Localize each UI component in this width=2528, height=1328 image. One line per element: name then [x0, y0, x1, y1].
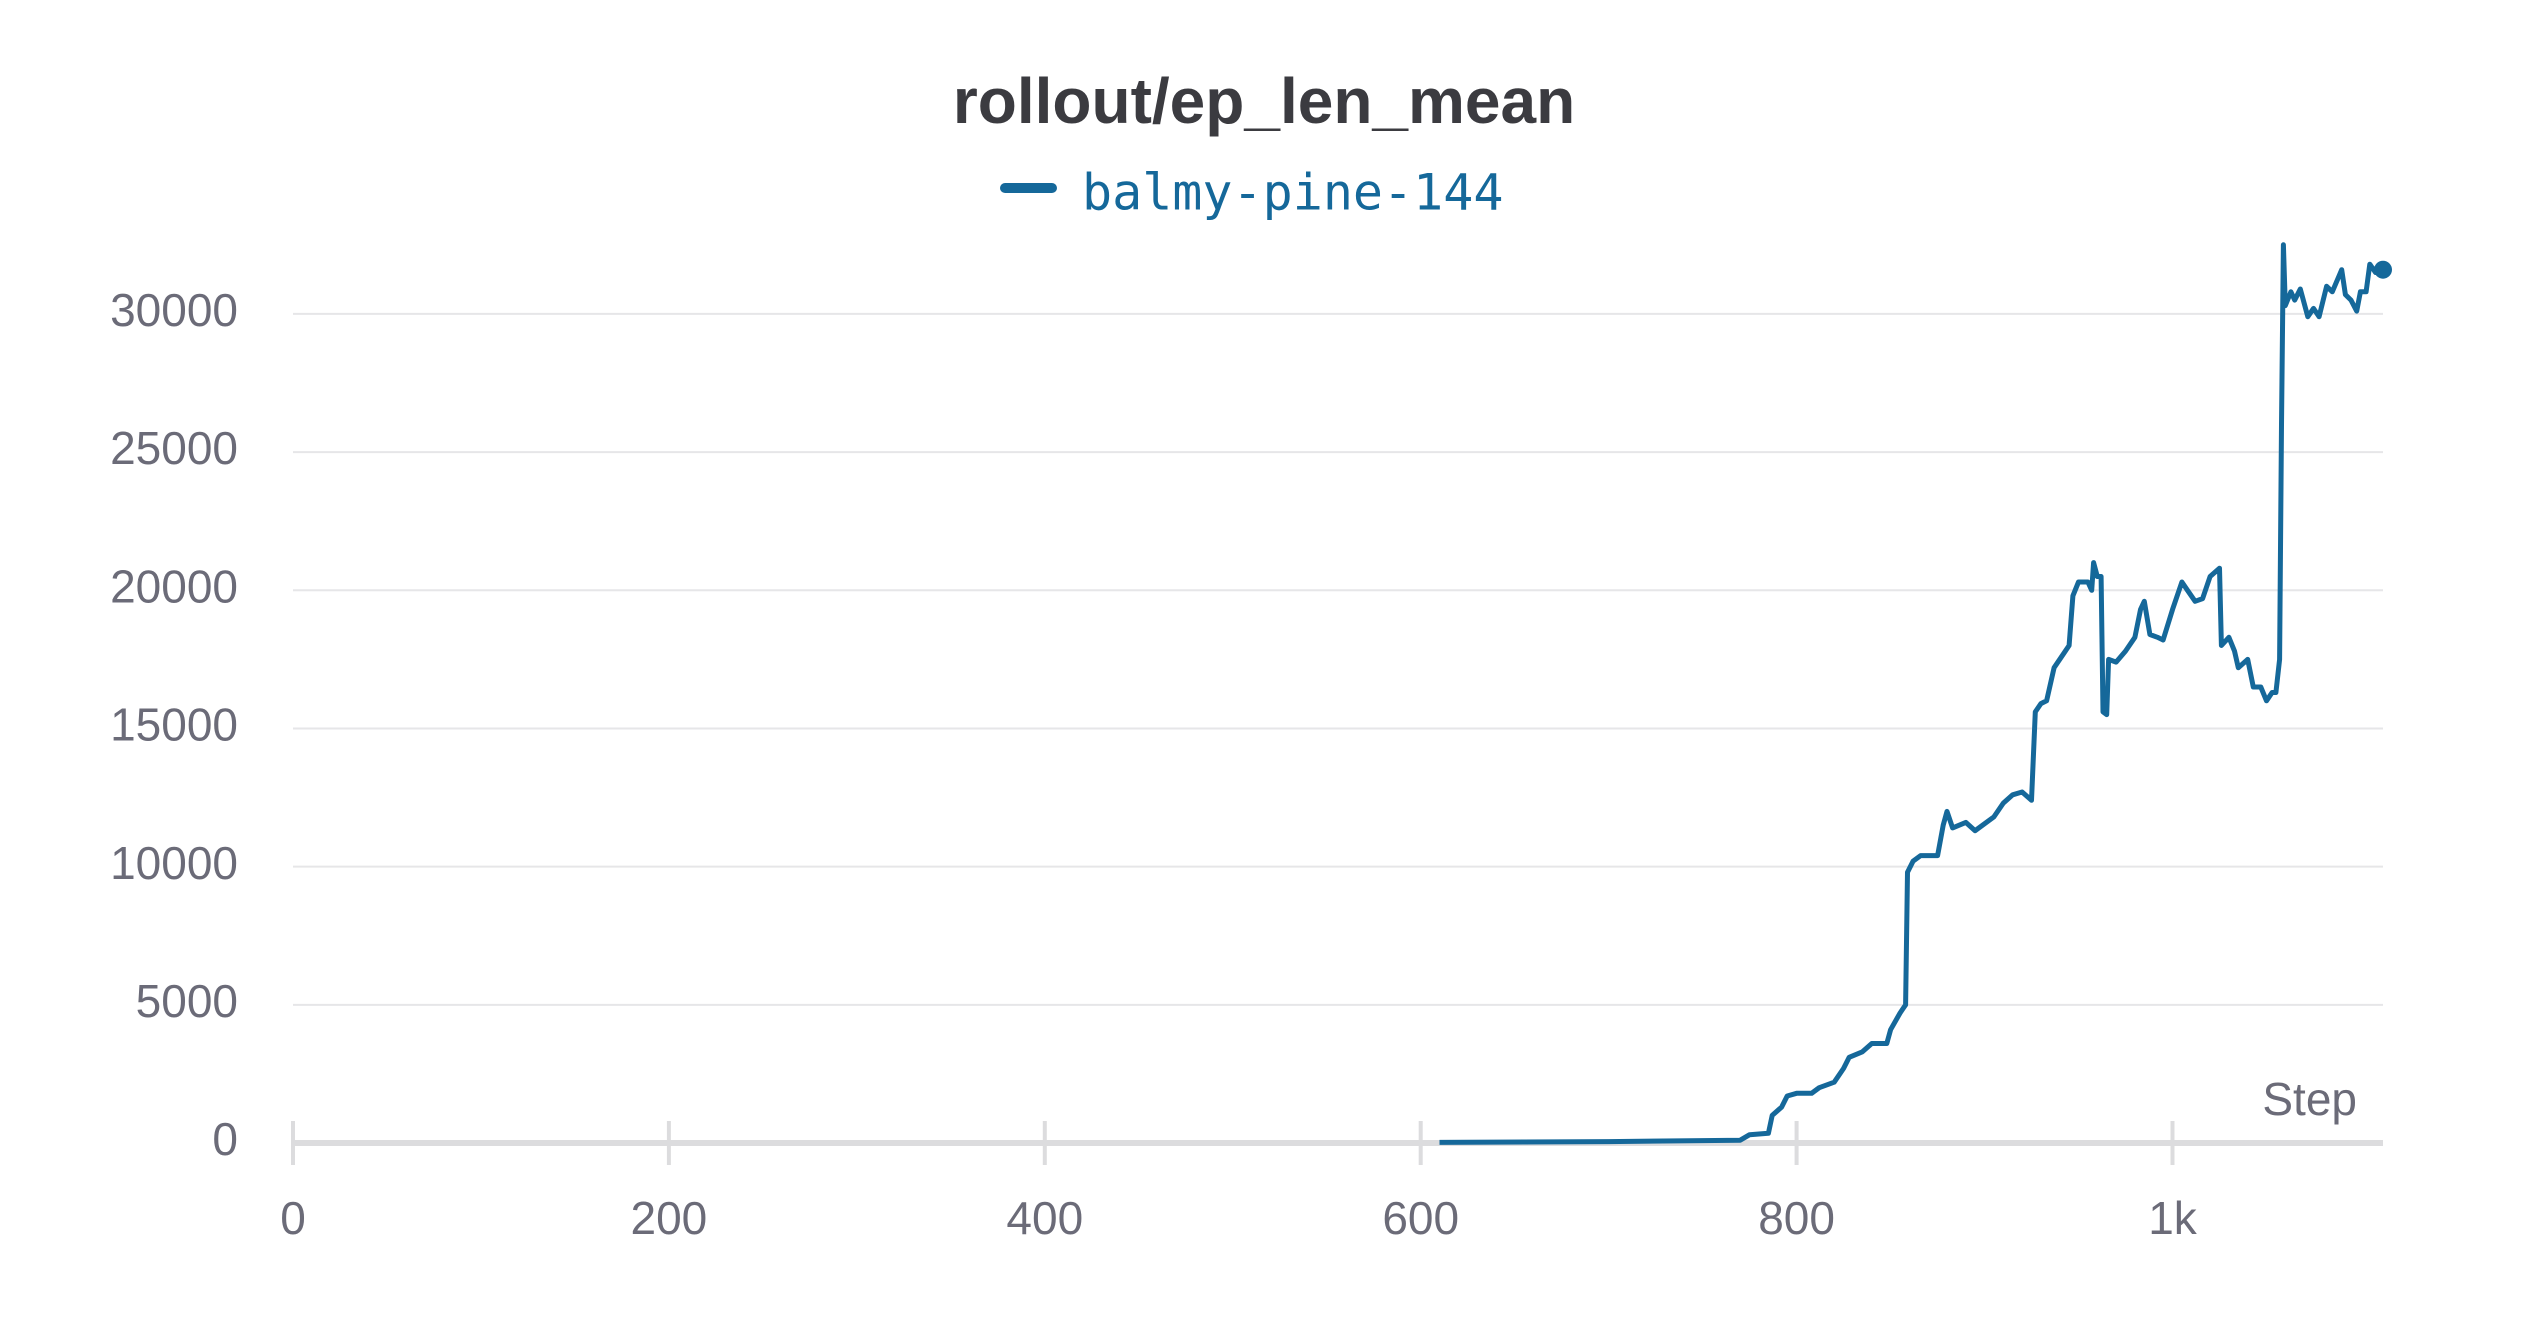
y-tick-label: 15000	[110, 699, 238, 751]
y-tick-label: 30000	[110, 284, 238, 336]
x-tick-label: 0	[280, 1192, 306, 1244]
x-tick-label: 800	[1758, 1192, 1835, 1244]
y-tick-label: 0	[212, 1113, 238, 1165]
y-tick-label: 10000	[110, 837, 238, 889]
y-tick-label: 25000	[110, 422, 238, 474]
x-tick-label: 400	[1006, 1192, 1083, 1244]
end-point	[2374, 260, 2392, 279]
x-tick-label: 600	[1382, 1192, 1459, 1244]
y-tick-label: 20000	[110, 560, 238, 612]
y-tick-label: 5000	[136, 975, 238, 1027]
x-tick-label: 200	[631, 1192, 708, 1244]
chart-title: rollout/ep_len_mean	[953, 65, 1575, 137]
x-tick-label: 1k	[2148, 1192, 2198, 1244]
legend-label: balmy-pine-144	[1082, 164, 1503, 222]
series-line	[1439, 242, 2384, 1145]
x-axis-label: Step	[2262, 1073, 2357, 1125]
